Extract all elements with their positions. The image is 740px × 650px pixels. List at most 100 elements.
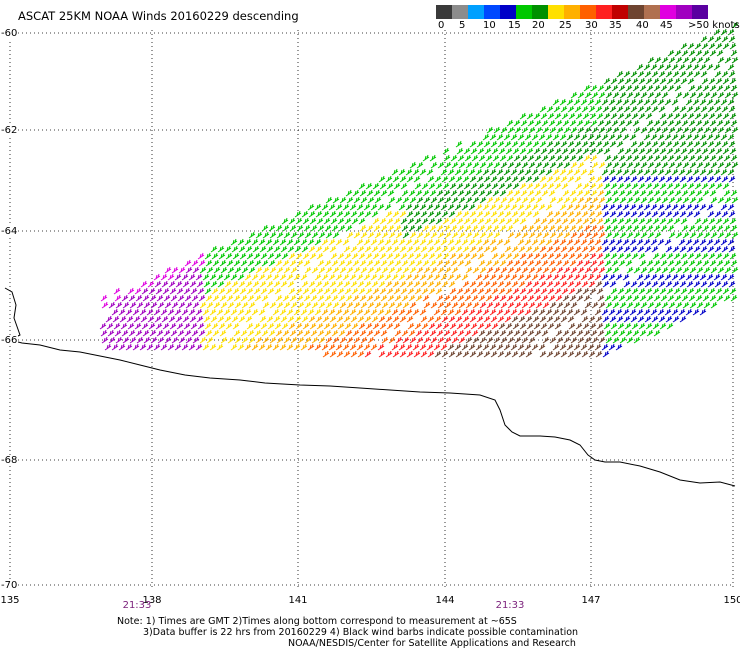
wind-barb	[559, 168, 567, 176]
wind-barb	[581, 245, 589, 253]
wind-barb	[240, 294, 248, 302]
wind-barb	[541, 154, 549, 162]
wind-barb	[485, 189, 493, 197]
wind-barb	[574, 105, 582, 113]
wind-barb	[505, 252, 513, 260]
wind-barb	[479, 266, 487, 274]
wind-barb	[535, 161, 543, 169]
wind-barb	[682, 301, 690, 309]
wind-barb	[154, 280, 162, 288]
wind-barb	[157, 336, 165, 344]
wind-barb	[331, 329, 339, 337]
wind-barb	[706, 273, 714, 281]
wind-barb	[301, 280, 309, 288]
wind-barb	[512, 322, 520, 330]
wind-barb	[553, 280, 561, 288]
wind-barb	[605, 336, 613, 344]
wind-barb	[386, 252, 394, 260]
wind-barb	[651, 140, 659, 148]
wind-barb	[535, 126, 543, 134]
wind-barb	[437, 301, 445, 309]
wind-barb	[303, 259, 311, 267]
wind-barb	[441, 245, 449, 253]
wind-barb	[661, 91, 669, 99]
wind-barb	[448, 245, 456, 253]
wind-barb	[689, 56, 697, 64]
wind-barb	[272, 308, 280, 316]
wind-barb	[552, 273, 560, 281]
wind-barb	[629, 203, 637, 211]
wind-barb	[622, 238, 630, 246]
wind-barb	[303, 294, 311, 302]
wind-barb	[400, 252, 408, 260]
wind-barb	[612, 231, 620, 239]
wind-barb	[289, 329, 297, 337]
wind-barb	[484, 182, 492, 190]
wind-barb	[447, 273, 455, 281]
wind-barb	[595, 280, 603, 288]
wind-barb	[506, 294, 514, 302]
wind-barb	[273, 245, 281, 253]
wind-barb	[547, 182, 555, 190]
wind-barb	[458, 161, 466, 169]
wind-barb	[113, 287, 121, 295]
wind-barb	[659, 147, 667, 155]
wind-barb	[699, 308, 707, 316]
wind-barb	[398, 203, 406, 211]
scale-swatch	[516, 5, 532, 19]
wind-barb	[678, 203, 686, 211]
wind-barb	[721, 280, 729, 288]
wind-barb	[324, 329, 332, 337]
wind-barb	[434, 245, 442, 253]
wind-barb	[673, 252, 681, 260]
wind-barb	[731, 266, 739, 274]
wind-barb	[625, 259, 633, 267]
wind-barb	[570, 231, 578, 239]
wind-barb	[617, 217, 625, 225]
wind-barb	[379, 322, 387, 330]
wind-barb	[216, 343, 224, 351]
wind-barb	[345, 224, 353, 232]
wind-barb	[611, 154, 619, 162]
wind-barb	[441, 350, 449, 358]
wind-barb	[401, 294, 409, 302]
wind-barb	[435, 287, 443, 295]
wind-barb	[164, 301, 172, 309]
wind-barb	[554, 217, 562, 225]
wind-barb	[384, 273, 392, 281]
wind-barb	[533, 112, 541, 120]
wind-barb	[325, 266, 333, 274]
wind-barb	[314, 238, 322, 246]
wind-barb	[434, 280, 442, 288]
wind-barb	[666, 217, 674, 225]
wind-barb	[294, 245, 302, 253]
wind-barb	[246, 287, 254, 295]
wind-barb	[569, 189, 577, 197]
wind-barb	[619, 336, 627, 344]
wind-barb	[304, 301, 312, 309]
wind-barb	[315, 280, 323, 288]
wind-barb	[280, 280, 288, 288]
wind-barb	[398, 308, 406, 316]
wind-barb	[675, 161, 683, 169]
wind-barb	[440, 168, 448, 176]
wind-barb	[575, 182, 583, 190]
wind-barb	[330, 322, 338, 330]
wind-barb	[161, 280, 169, 288]
wind-barb	[531, 203, 539, 211]
wind-barb	[567, 315, 575, 323]
wind-barb	[671, 133, 679, 141]
wind-barb	[573, 343, 581, 351]
scale-swatch	[484, 5, 500, 19]
wind-barb	[433, 343, 441, 351]
wind-barb	[618, 329, 626, 337]
wind-barb	[672, 175, 680, 183]
wind-barb	[707, 140, 715, 148]
wind-barb	[260, 252, 268, 260]
wind-barb	[716, 224, 724, 232]
wind-barb	[461, 273, 469, 281]
wind-barb	[436, 189, 444, 197]
wind-barb	[297, 336, 305, 344]
wind-barb	[689, 161, 697, 169]
wind-barb	[202, 273, 210, 281]
